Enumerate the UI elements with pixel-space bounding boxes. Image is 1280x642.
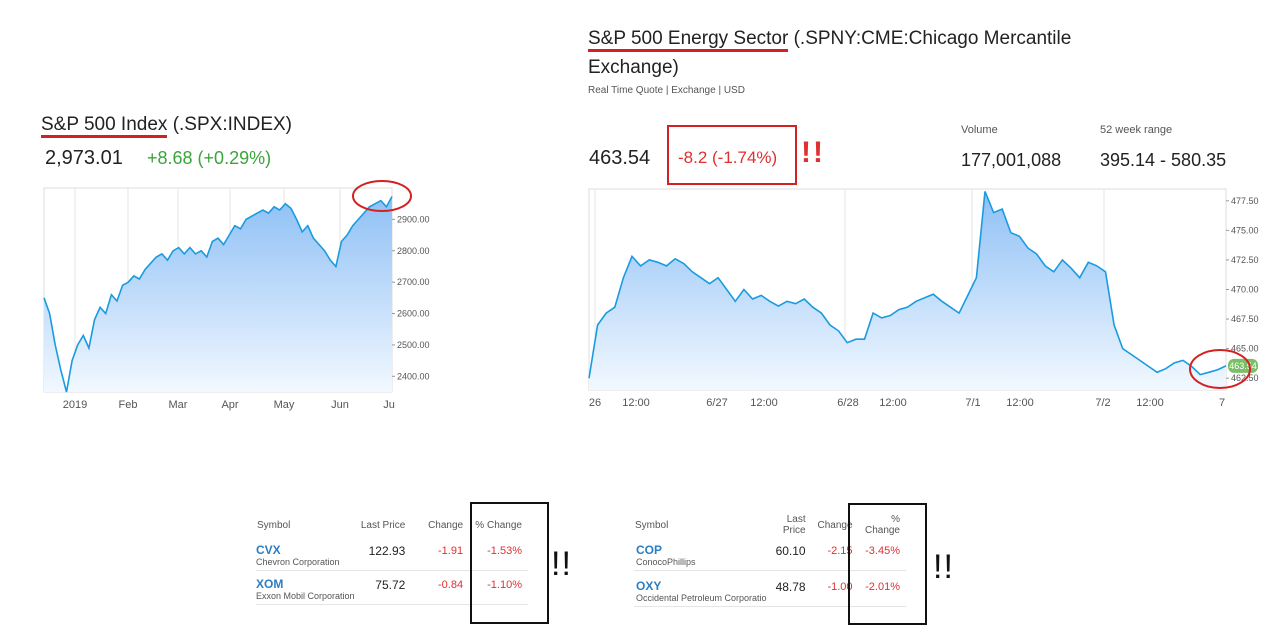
x-tick-label: Jun: [331, 399, 349, 411]
y-tick-label: 2400.00: [397, 371, 430, 381]
last-price: 75.72: [375, 578, 406, 592]
energy-chart: 26 12:00 6/27 12:00 6/28 12:00 7/1 12:00 7/2 12:0…: [588, 188, 1259, 409]
spx-title-underlined: S&P 500 Index: [41, 114, 168, 138]
company-name: Occidental Petroleum Corporatio: [636, 593, 767, 603]
energy-highlight-circle: [1189, 349, 1251, 389]
energy-current-tag-text: 463.54: [1229, 361, 1257, 371]
y-tick-label: 2500.00: [397, 340, 430, 350]
last-price: 122.93: [368, 544, 406, 558]
th-pct-change: % Change: [864, 514, 900, 536]
spx-title-rest: (.SPX:INDEX): [167, 114, 292, 135]
spx-area: [44, 196, 392, 392]
spx-title: S&P 500 Index (.SPX:INDEX): [41, 114, 292, 138]
table2-exclaim: !!: [933, 548, 954, 586]
th-symbol: Symbol: [635, 519, 669, 531]
x-tick-label: 7: [1219, 397, 1225, 409]
last-price: 60.10: [775, 544, 806, 558]
energy-change-box: [667, 125, 797, 185]
x-tick-label: Ju: [383, 399, 395, 411]
y-tick-label: 2800.00: [397, 246, 430, 256]
x-tick-label: 7/2: [1095, 397, 1110, 409]
energy-title-rest: (.SPNY:CME:Chicago Mercantile: [788, 28, 1072, 49]
th-symbol: Symbol: [257, 519, 291, 531]
pct-change-value: -3.45%: [865, 545, 900, 557]
x-tick-label: Feb: [119, 399, 138, 411]
x-tick-label: Mar: [169, 399, 188, 411]
volume-value: 177,001,088: [961, 150, 1062, 170]
change-value: -0.84: [438, 579, 464, 591]
th-pct-change: % Change: [475, 519, 522, 531]
change-value: -1.00: [827, 581, 853, 593]
change-value: -2.15: [827, 545, 853, 557]
energy-price: 463.54: [589, 147, 651, 169]
table1-exclaim: !!: [551, 545, 572, 583]
table-cop-oxy: Symbol Last Price Change % Change COP Co…: [634, 512, 924, 607]
y-tick-label: 467.50: [1231, 314, 1259, 324]
spx-line: [43, 196, 393, 393]
company-name: ConocoPhillips: [636, 557, 696, 567]
energy-title-underlined: S&P 500 Energy Sector: [588, 28, 789, 52]
pct-change-highlight-box: [470, 502, 549, 624]
change-value: -1.91: [438, 545, 464, 557]
spx-chart: 2019 Feb Mar Apr May Jun Ju 2900.00 2800.00 2700…: [43, 180, 430, 411]
range-value: 395.14 - 580.35: [1100, 150, 1227, 170]
spx-highlight-circle: [352, 180, 412, 212]
y-tick-label: 465.00: [1231, 344, 1259, 354]
th-change: Change: [817, 519, 853, 531]
y-tick-label: 472.50: [1231, 255, 1259, 265]
spx-price: 2,973.01: [45, 147, 123, 169]
energy-title: S&P 500 Energy Sector (.SPNY:CME:Chicago…: [588, 28, 1072, 52]
y-tick-label: 462.50: [1231, 373, 1259, 383]
pct-change-value: -1.53%: [487, 545, 522, 557]
y-tick-label: 2700.00: [397, 277, 430, 287]
energy-change: -8.2 (-1.74%): [678, 148, 778, 167]
x-tick-label: 6/28: [837, 397, 858, 409]
table-row: CVX Chevron Corporation 122.93 -1.91 -1.…: [256, 538, 528, 571]
y-tick-label: 475.00: [1231, 225, 1259, 235]
company-name: Chevron Corporation: [256, 557, 340, 567]
x-tick-label: 12:00: [1006, 397, 1034, 409]
th-change: Change: [428, 519, 464, 531]
table-row: OXY Occidental Petroleum Corporatio 48.7…: [634, 571, 906, 607]
energy-current-tag: 463.54: [1228, 358, 1258, 373]
energy-line: [588, 191, 1227, 379]
y-tick-label: 470.00: [1231, 285, 1259, 295]
pct-change-highlight-box: [848, 503, 927, 625]
pct-change-value: -2.01%: [865, 581, 900, 593]
volume-label: Volume: [961, 124, 998, 136]
energy-area: [589, 191, 1226, 390]
x-tick-label: Apr: [221, 399, 238, 411]
x-tick-label: 12:00: [622, 397, 650, 409]
symbol-link[interactable]: COP: [636, 543, 663, 557]
symbol-link[interactable]: CVX: [256, 543, 281, 557]
x-tick-label: 2019: [63, 399, 87, 411]
th-last-price: Last Price: [360, 519, 406, 531]
symbol-link[interactable]: XOM: [256, 577, 284, 591]
company-name: Exxon Mobil Corporation: [256, 591, 355, 601]
x-tick-label: May: [274, 399, 295, 411]
table-row: XOM Exxon Mobil Corporation 75.72 -0.84 …: [256, 571, 528, 605]
x-tick-label: 7/1: [965, 397, 980, 409]
energy-exclaim: !!: [801, 136, 825, 169]
table-row: COP ConocoPhillips 60.10 -2.15 -3.45%: [634, 538, 906, 571]
spx-change: +8.68 (+0.29%): [147, 148, 272, 168]
x-tick-label: 12:00: [750, 397, 778, 409]
x-tick-label: 12:00: [1136, 397, 1164, 409]
x-tick-label: 12:00: [879, 397, 907, 409]
range-label: 52 week range: [1100, 124, 1173, 136]
symbol-link[interactable]: OXY: [636, 579, 662, 593]
x-tick-label: 6/27: [706, 397, 727, 409]
y-tick-label: 2900.00: [397, 214, 430, 224]
last-price: 48.78: [775, 580, 806, 594]
pct-change-value: -1.10%: [487, 579, 522, 591]
y-tick-label: 2600.00: [397, 309, 430, 319]
x-tick-label: 26: [589, 397, 601, 409]
table-cvx-xom: Symbol Last Price Change % Change CVX Ch…: [256, 512, 546, 605]
y-tick-label: 477.50: [1231, 196, 1259, 206]
energy-title-line2: Exchange): [588, 57, 679, 78]
th-last-price: Last Price: [782, 514, 806, 536]
energy-subtitle: Real Time Quote | Exchange | USD: [588, 85, 745, 96]
